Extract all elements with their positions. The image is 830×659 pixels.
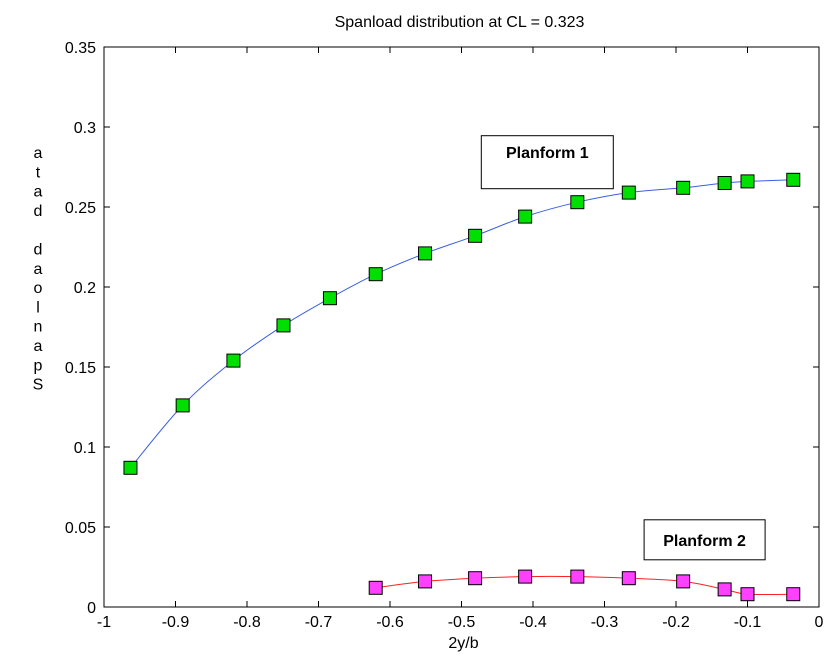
- data-point-marker: [322, 291, 337, 306]
- y-axis-label-char: t: [36, 164, 41, 181]
- data-point-marker: [621, 571, 636, 586]
- y-axis-label-char: o: [34, 280, 43, 297]
- y-axis-label-char: d: [34, 242, 43, 259]
- y-axis: 0 0.05 0.1 0.15 0.2 0.25 0.3 0.35: [65, 40, 819, 617]
- data-point-marker: [740, 587, 755, 602]
- data-point-marker: [418, 574, 433, 589]
- data-point-marker: [468, 228, 483, 243]
- data-point-marker: [418, 246, 433, 261]
- x-tick-label: -0.9: [162, 614, 190, 631]
- y-tick-label: 0.25: [65, 200, 96, 217]
- x-axis-label: 2y/b: [448, 635, 478, 652]
- x-tick-label: -1: [97, 614, 111, 631]
- data-point-marker: [786, 172, 801, 187]
- annotation-box: Planform 1: [480, 135, 614, 190]
- data-point-marker: [717, 176, 732, 190]
- data-point-marker: [570, 569, 585, 584]
- series-1: [123, 172, 801, 475]
- x-tick-label: -0.1: [734, 614, 762, 631]
- data-point-marker: [226, 353, 241, 368]
- annotation-label: Planform 1: [506, 145, 589, 162]
- data-point-marker: [621, 185, 636, 200]
- x-tick-label: -0.2: [662, 614, 690, 631]
- annotation-label: Planform 2: [663, 533, 746, 550]
- data-point-marker: [123, 460, 138, 475]
- data-point-marker: [717, 582, 732, 597]
- data-point-marker: [368, 267, 383, 282]
- y-axis-label-char: a: [34, 261, 43, 278]
- y-tick-label: 0.3: [74, 120, 96, 137]
- y-tick-label: 0.35: [65, 40, 96, 57]
- series-layer: [123, 172, 801, 602]
- annotation-frame: [480, 135, 614, 190]
- y-axis-label-char: S: [33, 377, 44, 394]
- y-axis-label-char: a: [34, 145, 43, 162]
- x-tick-label: -0.8: [233, 614, 261, 631]
- data-point-marker: [368, 580, 383, 595]
- data-point-marker: [518, 209, 533, 224]
- y-axis-label-char: a: [34, 184, 43, 201]
- x-tick-label: 0: [815, 614, 824, 631]
- data-point-marker: [786, 587, 801, 602]
- y-tick-label: 0: [87, 600, 96, 617]
- x-axis: -1 -0.9 -0.8 -0.7 -0.6 -0.5 -0.4 -0.3 -0.2 -0.1 0: [97, 47, 824, 631]
- y-tick-label: 0.1: [74, 440, 96, 457]
- y-tick-label: 0.15: [65, 360, 96, 377]
- y-axis-label-char: d: [34, 203, 43, 220]
- chart-title: Spanload distribution at CL = 0.323: [335, 14, 585, 31]
- y-axis-label-char: p: [34, 357, 43, 374]
- data-point-marker: [175, 398, 190, 413]
- data-point-marker: [676, 180, 691, 195]
- y-axis-label-char: n: [34, 319, 43, 336]
- x-tick-label: -0.6: [376, 614, 404, 631]
- x-tick-label: -0.5: [448, 614, 476, 631]
- series-line: [130, 179, 794, 469]
- x-tick-label: -0.3: [591, 614, 619, 631]
- x-tick-label: -0.4: [519, 614, 547, 631]
- data-point-marker: [570, 195, 585, 210]
- annotation-box: Planform 2: [643, 519, 766, 561]
- data-point-marker: [276, 318, 291, 333]
- y-axis-label-char: l: [36, 299, 40, 316]
- data-point-marker: [740, 174, 755, 189]
- y-tick-label: 0.05: [65, 520, 96, 537]
- data-point-marker: [468, 571, 483, 586]
- y-axis-label-char: a: [34, 338, 43, 355]
- series-line: [375, 575, 794, 596]
- y-tick-label: 0.2: [74, 280, 96, 297]
- data-point-marker: [676, 574, 691, 589]
- data-point-marker: [518, 569, 533, 584]
- x-tick-label: -0.7: [305, 614, 333, 631]
- annotation-frame: [643, 519, 766, 561]
- annotation-layer: Planform 1 Planform 2: [480, 135, 766, 561]
- series-2: [368, 569, 801, 602]
